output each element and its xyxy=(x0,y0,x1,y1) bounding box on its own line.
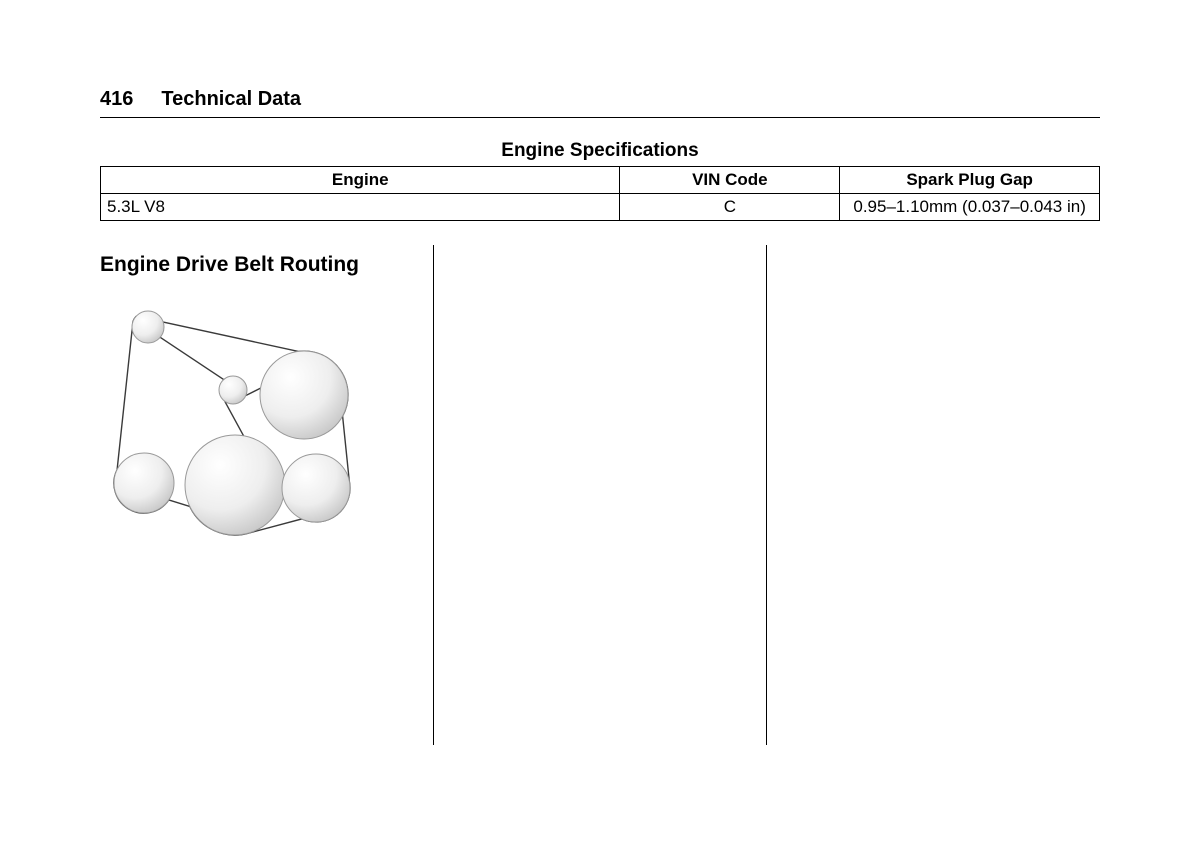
cell-vin: C xyxy=(620,194,840,221)
cell-gap: 0.95–1.10mm (0.037–0.043 in) xyxy=(840,194,1100,221)
belt-routing-svg xyxy=(100,293,390,553)
col-header-engine: Engine xyxy=(101,167,620,194)
pulley-p_right xyxy=(260,351,348,439)
pulley-p_topleft xyxy=(132,311,164,343)
page-header: 416 Technical Data xyxy=(100,88,1100,118)
pulley-p_crank xyxy=(185,435,285,535)
page-number: 416 xyxy=(100,88,133,111)
pulley-p_rightlow xyxy=(282,454,350,522)
col-header-vin: VIN Code xyxy=(620,167,840,194)
page-title: Technical Data xyxy=(161,88,301,111)
pulley-p_idler xyxy=(219,376,247,404)
col-header-gap: Spark Plug Gap xyxy=(840,167,1100,194)
table-header-row: Engine VIN Code Spark Plug Gap xyxy=(101,167,1100,194)
column-3 xyxy=(766,245,1100,745)
column-2 xyxy=(433,245,767,745)
pulley-p_left xyxy=(114,453,174,513)
table-row: 5.3L V8 C 0.95–1.10mm (0.037–0.043 in) xyxy=(101,194,1100,221)
belt-routing-heading: Engine Drive Belt Routing xyxy=(100,253,433,277)
belt-routing-diagram xyxy=(100,293,390,553)
engine-specs-table: Engine VIN Code Spark Plug Gap 5.3L V8 C… xyxy=(100,166,1100,221)
column-1: Engine Drive Belt Routing xyxy=(100,245,433,745)
content-columns: Engine Drive Belt Routing xyxy=(100,245,1100,745)
engine-specs-title: Engine Specifications xyxy=(100,140,1100,162)
cell-engine: 5.3L V8 xyxy=(101,194,620,221)
